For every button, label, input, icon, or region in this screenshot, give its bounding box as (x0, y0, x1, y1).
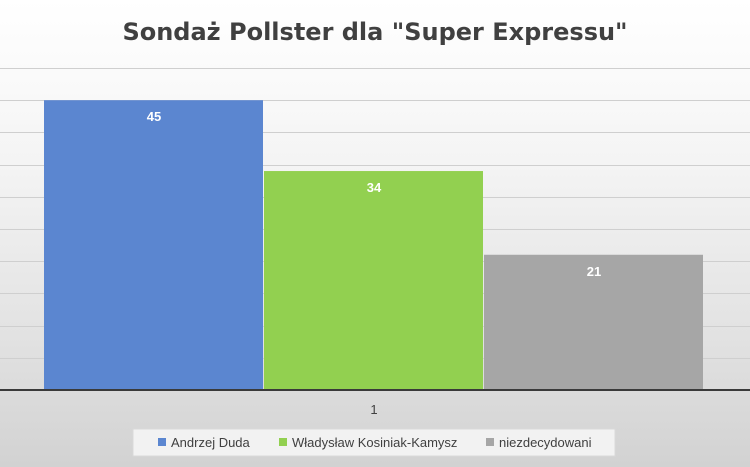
bar (44, 100, 263, 390)
legend-swatch (158, 438, 166, 446)
data-label: 21 (587, 264, 601, 279)
data-label: 45 (147, 109, 161, 124)
legend-swatch (279, 438, 287, 446)
category-label: 1 (370, 402, 377, 417)
legend-label: niezdecydowani (499, 435, 592, 450)
bars (44, 100, 703, 390)
legend-label: Andrzej Duda (171, 435, 251, 450)
legend-swatch (486, 438, 494, 446)
bar (484, 254, 703, 390)
category-labels: 1 (370, 402, 377, 417)
data-label: 34 (367, 180, 382, 195)
legend: Andrzej Duda Władysław Kosiniak-Kamysz nie… (132, 428, 616, 457)
bar (264, 171, 483, 390)
data-labels: 45 34 21 (147, 109, 601, 279)
legend-label: Władysław Kosiniak-Kamysz (292, 435, 457, 450)
legend-box (132, 428, 616, 457)
chart-title: Sondaż Pollster dla "Super Expressu" (122, 18, 627, 46)
